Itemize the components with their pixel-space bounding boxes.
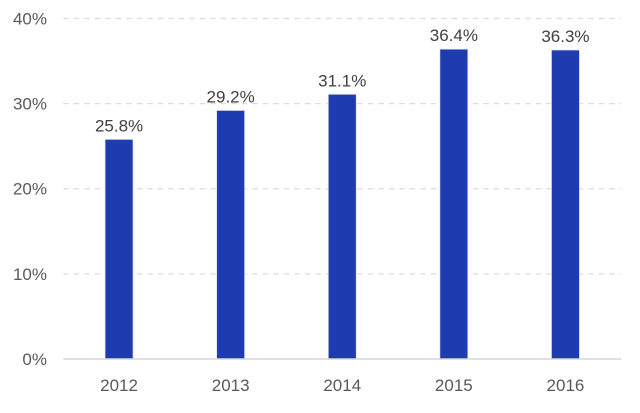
- bar-value-label: 25.8%: [95, 116, 143, 135]
- x-tick-label: 2013: [212, 376, 250, 395]
- x-tick-label: 2015: [435, 376, 473, 395]
- x-tick-label: 2016: [547, 376, 585, 395]
- bar-value-label: 29.2%: [207, 87, 255, 106]
- bar-value-label: 31.1%: [318, 71, 366, 90]
- bar: [216, 110, 246, 360]
- bar: [551, 49, 580, 360]
- bar: [104, 139, 134, 360]
- x-tick-label: 2012: [100, 376, 138, 395]
- y-tick-label: 20%: [13, 180, 47, 199]
- bar-value-label: 36.3%: [541, 27, 589, 46]
- y-tick-label: 30%: [13, 95, 47, 114]
- bar: [439, 48, 469, 360]
- x-tick-label: 2014: [323, 376, 361, 395]
- y-tick-label: 40%: [13, 9, 47, 28]
- bar-value-label: 36.4%: [430, 26, 478, 45]
- bar: [327, 93, 357, 360]
- y-tick-label: 0%: [22, 350, 47, 369]
- y-tick-label: 10%: [13, 265, 47, 284]
